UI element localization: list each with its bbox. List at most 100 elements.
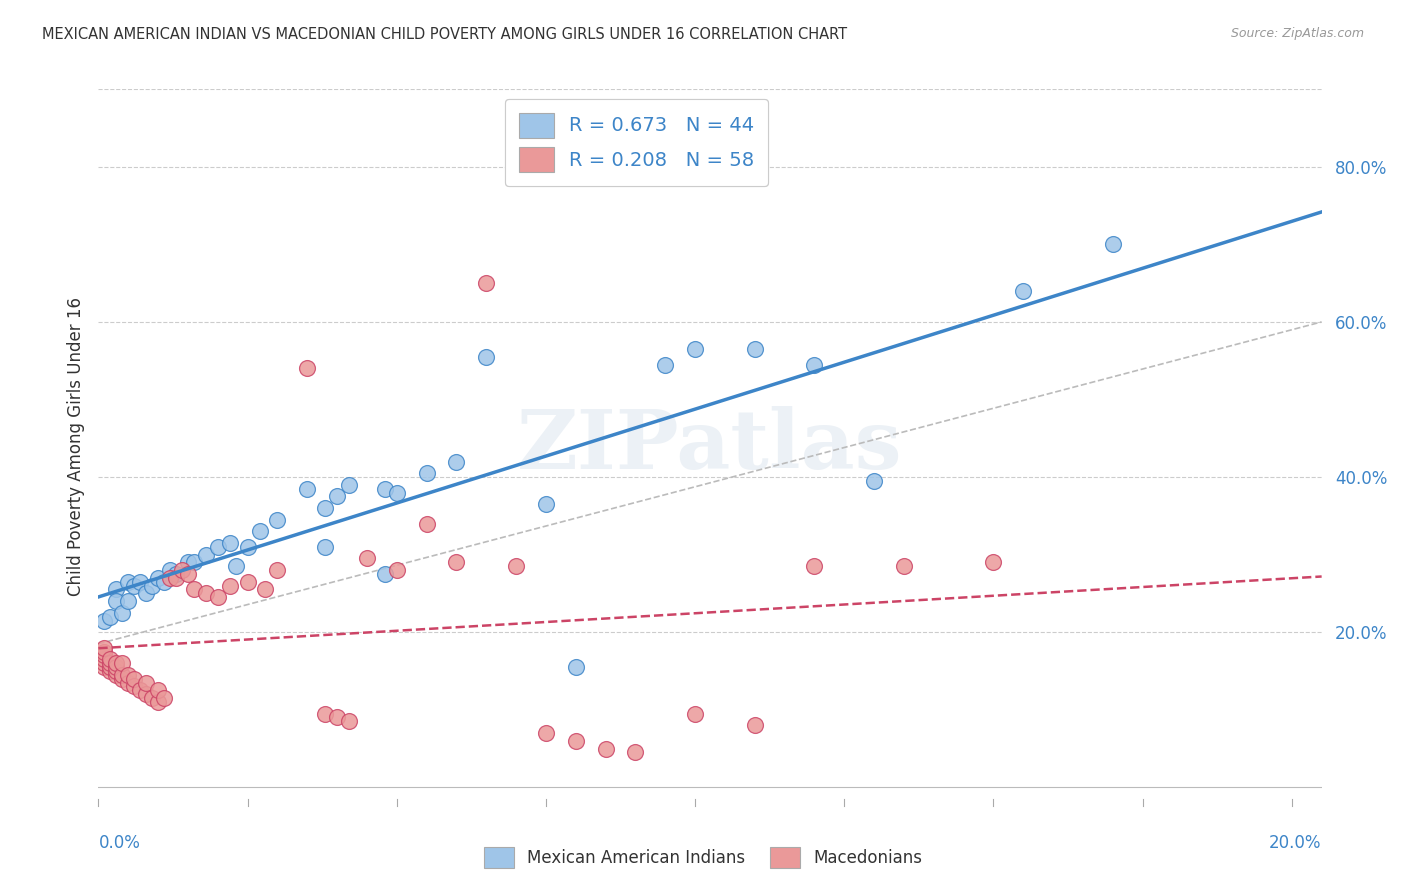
Point xyxy=(98,609,121,624)
Point xyxy=(98,664,121,678)
Y-axis label: Child Poverty Among Girls Under 16: Child Poverty Among Girls Under 16 xyxy=(66,296,84,596)
Point xyxy=(254,582,277,597)
Point xyxy=(207,540,229,554)
Point xyxy=(236,540,259,554)
Point xyxy=(93,644,115,658)
Point xyxy=(93,648,115,663)
Point xyxy=(98,656,121,670)
Point xyxy=(595,741,617,756)
Point xyxy=(93,614,115,628)
Point xyxy=(803,559,825,574)
Text: ZIPatlas: ZIPatlas xyxy=(517,406,903,486)
Point xyxy=(111,656,134,670)
Point xyxy=(1012,284,1035,298)
Point xyxy=(863,474,886,488)
Point xyxy=(326,710,349,724)
Point xyxy=(446,555,468,569)
Point xyxy=(146,695,169,709)
Point xyxy=(105,594,128,608)
Point xyxy=(893,559,915,574)
Point xyxy=(177,555,200,569)
Point xyxy=(475,350,498,364)
Point xyxy=(744,342,766,356)
Point xyxy=(122,680,145,694)
Point xyxy=(374,566,396,581)
Point xyxy=(654,358,676,372)
Point xyxy=(93,660,115,674)
Point xyxy=(744,718,766,732)
Point xyxy=(93,656,115,670)
Point xyxy=(183,582,205,597)
Point xyxy=(135,675,157,690)
Point xyxy=(415,466,437,480)
Point xyxy=(165,571,187,585)
Point xyxy=(165,566,187,581)
Point xyxy=(385,563,408,577)
Point xyxy=(183,555,205,569)
Point xyxy=(153,574,176,589)
Point xyxy=(565,733,588,747)
Point xyxy=(135,687,157,701)
Point xyxy=(374,482,396,496)
Point xyxy=(326,490,349,504)
Point xyxy=(683,706,706,721)
Point xyxy=(194,586,217,600)
Point xyxy=(803,358,825,372)
Point xyxy=(337,477,360,491)
Point xyxy=(207,591,229,605)
Legend: R = 0.673   N = 44, R = 0.208   N = 58: R = 0.673 N = 44, R = 0.208 N = 58 xyxy=(505,99,768,186)
Point xyxy=(122,579,145,593)
Point xyxy=(385,485,408,500)
Point xyxy=(98,660,121,674)
Point xyxy=(170,563,193,577)
Point xyxy=(117,594,139,608)
Text: Source: ZipAtlas.com: Source: ZipAtlas.com xyxy=(1230,27,1364,40)
Point xyxy=(117,675,139,690)
Point xyxy=(159,571,181,585)
Point xyxy=(624,745,647,759)
Text: 20.0%: 20.0% xyxy=(1270,834,1322,852)
Point xyxy=(266,563,288,577)
Point xyxy=(297,361,319,376)
Point xyxy=(105,656,128,670)
Point xyxy=(111,672,134,686)
Point xyxy=(153,691,176,706)
Point xyxy=(249,524,271,539)
Point xyxy=(105,664,128,678)
Point xyxy=(93,652,115,666)
Legend: Mexican American Indians, Macedonians: Mexican American Indians, Macedonians xyxy=(477,840,929,875)
Point xyxy=(93,640,115,655)
Point xyxy=(135,586,157,600)
Point xyxy=(415,516,437,531)
Point xyxy=(98,652,121,666)
Point xyxy=(236,574,259,589)
Point xyxy=(105,668,128,682)
Point xyxy=(337,714,360,729)
Point xyxy=(111,606,134,620)
Point xyxy=(117,574,139,589)
Point xyxy=(534,497,557,511)
Point xyxy=(129,683,152,698)
Point xyxy=(177,566,200,581)
Point xyxy=(534,726,557,740)
Point xyxy=(117,668,139,682)
Point xyxy=(122,672,145,686)
Point xyxy=(683,342,706,356)
Point xyxy=(356,551,378,566)
Point xyxy=(475,276,498,290)
Point xyxy=(194,548,217,562)
Point xyxy=(159,563,181,577)
Text: 0.0%: 0.0% xyxy=(98,834,141,852)
Point xyxy=(983,555,1005,569)
Point xyxy=(105,582,128,597)
Point xyxy=(314,501,336,516)
Point xyxy=(129,574,152,589)
Point xyxy=(105,660,128,674)
Point xyxy=(225,559,247,574)
Point xyxy=(565,660,588,674)
Point xyxy=(266,513,288,527)
Point xyxy=(141,691,163,706)
Point xyxy=(1101,237,1123,252)
Point xyxy=(314,540,336,554)
Point xyxy=(146,571,169,585)
